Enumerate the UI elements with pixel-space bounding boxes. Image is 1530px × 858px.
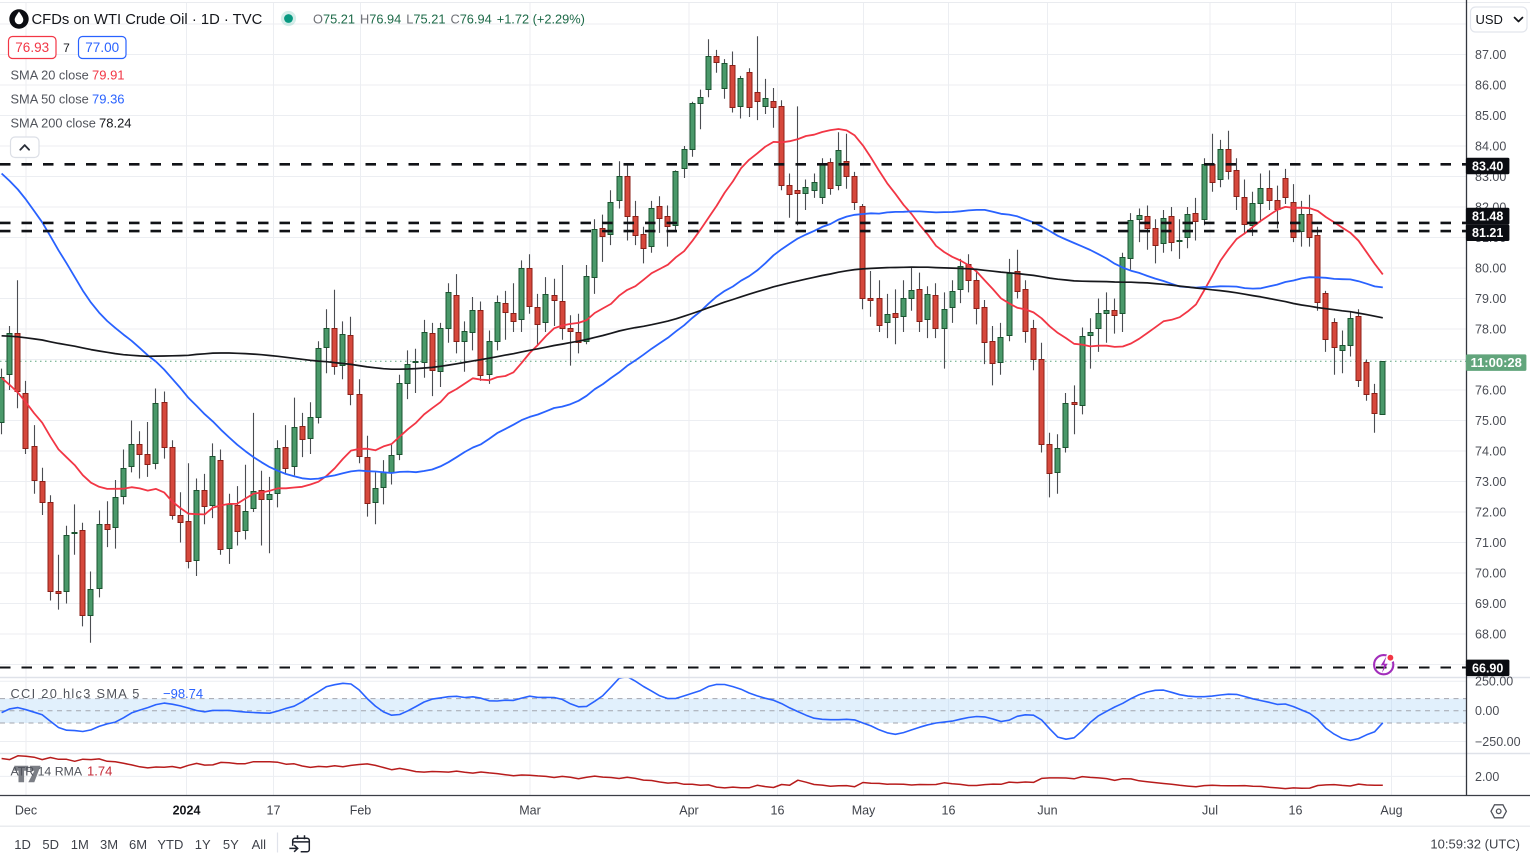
svg-text:16: 16 (942, 804, 956, 818)
svg-text:−250.00: −250.00 (1475, 735, 1521, 749)
svg-text:5D: 5D (42, 837, 59, 852)
svg-text:87.00: 87.00 (1475, 48, 1506, 62)
svg-text:76.00: 76.00 (1475, 383, 1506, 397)
svg-text:66.90: 66.90 (1472, 661, 1503, 675)
svg-text:81.21: 81.21 (1472, 226, 1503, 240)
svg-text:68.00: 68.00 (1475, 627, 1506, 641)
svg-text:86.00: 86.00 (1475, 78, 1506, 92)
svg-text:79.91: 79.91 (92, 67, 125, 82)
svg-text:83.40: 83.40 (1472, 159, 1503, 173)
svg-text:10:59:32 (UTC): 10:59:32 (UTC) (1430, 837, 1520, 852)
svg-text:71.00: 71.00 (1475, 536, 1506, 550)
svg-text:81.48: 81.48 (1472, 210, 1503, 224)
svg-text:USD: USD (1476, 12, 1503, 27)
svg-text:1M: 1M (71, 837, 89, 852)
svg-text:5Y: 5Y (223, 837, 239, 852)
svg-text:250.00: 250.00 (1475, 675, 1513, 689)
svg-text:77.00: 77.00 (85, 40, 119, 55)
svg-text:79.36: 79.36 (92, 91, 125, 106)
svg-text:Dec: Dec (15, 804, 37, 818)
svg-text:CFDs on WTI Crude Oil · 1D · T: CFDs on WTI Crude Oil · 1D · TVC (32, 12, 263, 28)
svg-text:1.74: 1.74 (87, 764, 112, 779)
svg-text:Mar: Mar (519, 804, 541, 818)
svg-text:7: 7 (63, 41, 70, 55)
svg-text:85.00: 85.00 (1475, 109, 1506, 123)
svg-text:78.24: 78.24 (99, 115, 132, 130)
svg-text:74.00: 74.00 (1475, 444, 1506, 458)
svg-text:16: 16 (771, 804, 785, 818)
svg-text:76.93: 76.93 (15, 40, 49, 55)
svg-text:YTD: YTD (157, 837, 183, 852)
svg-text:SMA 50 close: SMA 50 close (11, 91, 89, 106)
svg-text:ATR 14 RMA: ATR 14 RMA (11, 765, 83, 779)
svg-text:Jul: Jul (1202, 804, 1218, 818)
svg-text:6M: 6M (129, 837, 147, 852)
svg-text:17: 17 (267, 804, 281, 818)
svg-text:All: All (252, 837, 267, 852)
svg-text:SMA 200 close: SMA 200 close (11, 115, 96, 130)
svg-text:16: 16 (1289, 804, 1303, 818)
svg-text:Jun: Jun (1037, 804, 1057, 818)
svg-text:0.00: 0.00 (1475, 704, 1499, 718)
svg-text:CCI 20 hlc3 SMA 5: CCI 20 hlc3 SMA 5 (11, 686, 141, 701)
svg-text:11:00:28: 11:00:28 (1471, 355, 1522, 370)
svg-text:69.00: 69.00 (1475, 597, 1506, 611)
svg-text:Apr: Apr (679, 804, 698, 818)
svg-text:Feb: Feb (350, 804, 372, 818)
svg-text:2024: 2024 (173, 804, 201, 818)
svg-text:79.00: 79.00 (1475, 292, 1506, 306)
svg-text:72.00: 72.00 (1475, 505, 1506, 519)
svg-text:73.00: 73.00 (1475, 475, 1506, 489)
svg-text:78.00: 78.00 (1475, 322, 1506, 336)
svg-text:Aug: Aug (1380, 804, 1402, 818)
svg-text:80.00: 80.00 (1475, 261, 1506, 275)
svg-text:−98.74: −98.74 (163, 686, 203, 701)
svg-text:70.00: 70.00 (1475, 566, 1506, 580)
svg-text:75.00: 75.00 (1475, 414, 1506, 428)
svg-text:1D: 1D (14, 837, 31, 852)
svg-text:3M: 3M (100, 837, 118, 852)
svg-text:84.00: 84.00 (1475, 139, 1506, 153)
svg-text:2.00: 2.00 (1475, 770, 1499, 784)
svg-text:SMA 20 close: SMA 20 close (11, 67, 89, 82)
svg-text:1Y: 1Y (195, 837, 211, 852)
svg-text:May: May (852, 804, 876, 818)
